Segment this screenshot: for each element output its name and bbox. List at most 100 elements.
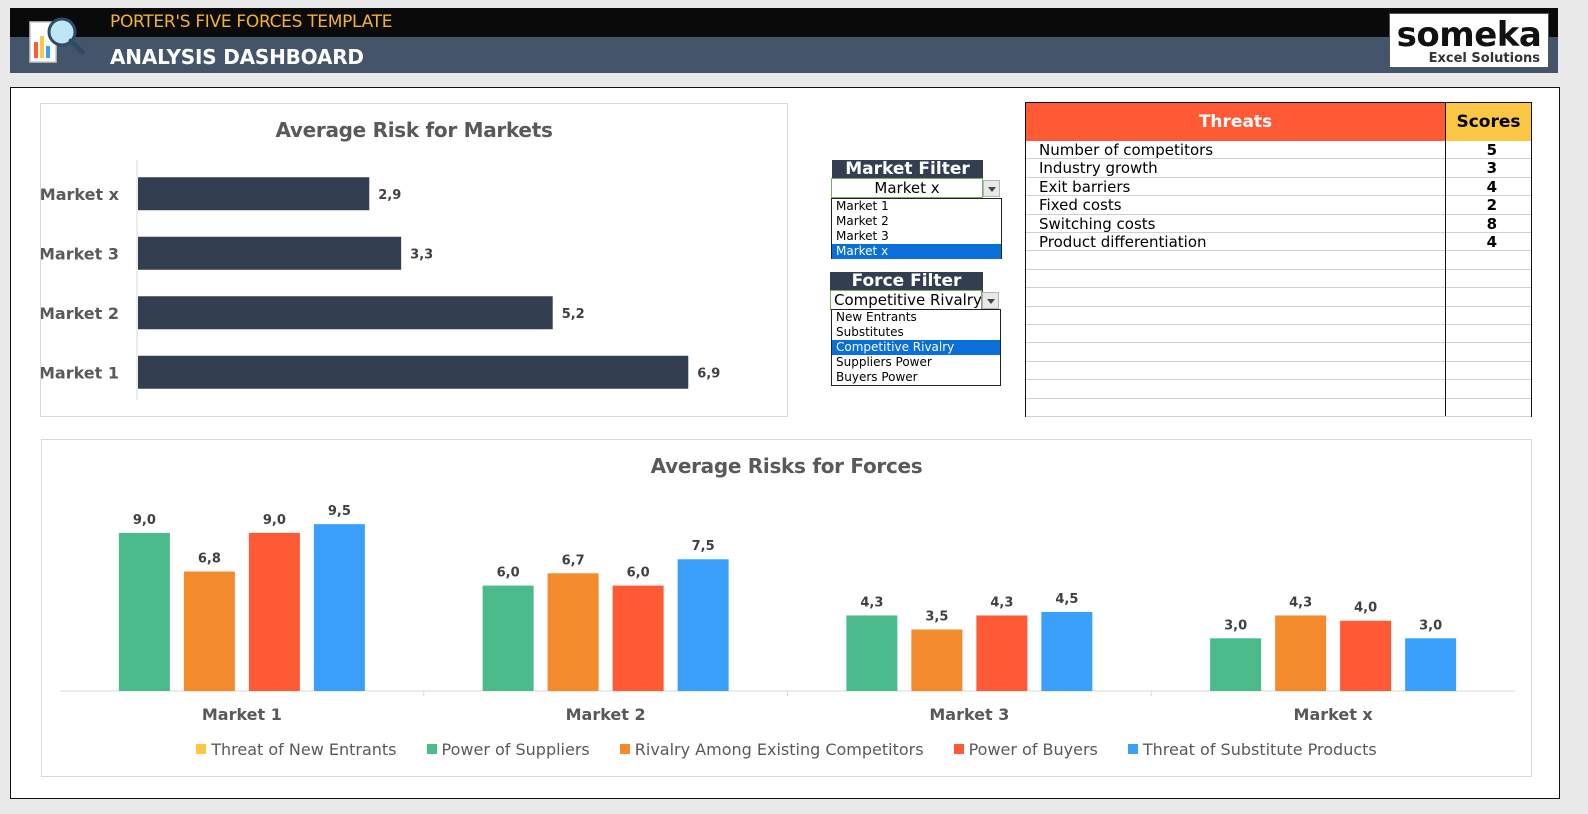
threats-header: Threats <box>1026 103 1445 141</box>
data-label: 4,3 <box>860 595 883 610</box>
data-label: 6,0 <box>627 566 650 581</box>
forces-chart-legend: Threat of New Entrants Power of Suppliers… <box>42 740 1531 759</box>
data-label: 9,0 <box>133 513 156 528</box>
force-bar <box>1405 638 1457 691</box>
data-label: 3,3 <box>410 247 433 262</box>
table-row: Exit barriers 4 <box>1026 177 1531 197</box>
threats-column-divider <box>1445 141 1446 416</box>
force-filter-chevron-down-icon[interactable] <box>982 292 999 309</box>
market-filter-chevron-down-icon[interactable] <box>983 180 1000 197</box>
data-label: 9,5 <box>328 504 351 519</box>
market-risk-chart-title: Average Risk for Markets <box>275 118 553 142</box>
force-filter-list[interactable]: New Entrants Substitutes Competitive Rival… <box>831 309 1001 386</box>
legend-swatch <box>953 744 964 754</box>
force-filter-combobox[interactable]: Competitive Rivalry <box>830 290 999 310</box>
threat-score: 8 <box>1486 214 1497 233</box>
threat-score: 3 <box>1486 159 1497 178</box>
threats-table: Threats Scores Number of competitors 5 Ind… <box>1025 102 1532 417</box>
table-row <box>1026 307 1531 325</box>
forces-risk-chart: Average Risks for Forces 9,0 6,8 9,0 9,5 Mar… <box>41 439 1532 777</box>
legend-swatch <box>196 744 207 754</box>
analytics-magnifier-icon <box>29 17 85 63</box>
force-filter-title: Force Filter <box>830 272 983 292</box>
category-label: Market 2 <box>566 705 646 724</box>
category-label: Market 3 <box>41 244 119 263</box>
force-bar <box>118 532 170 691</box>
force-bar <box>547 573 599 691</box>
data-label: 3,0 <box>1224 618 1247 633</box>
data-label: 7,5 <box>692 539 715 554</box>
market-filter-value: Market x <box>874 179 940 197</box>
data-label: 3,5 <box>925 610 948 625</box>
force-filter-option[interactable]: Competitive Rivalry <box>832 340 1000 355</box>
force-filter-option[interactable]: New Entrants <box>836 310 917 324</box>
force-bar <box>1275 615 1327 691</box>
category-label: Market 2 <box>41 304 119 323</box>
table-row <box>1026 251 1531 270</box>
threat-name: Switching costs <box>1039 214 1156 233</box>
threat-name: Product differentiation <box>1039 233 1207 251</box>
threat-name: Number of competitors <box>1039 141 1214 159</box>
market-filter-combobox[interactable]: Market x <box>831 178 1000 198</box>
force-bar <box>677 559 729 691</box>
market-filter-option[interactable]: Market 2 <box>836 214 889 228</box>
data-label: 6,8 <box>198 552 221 567</box>
threat-score: 4 <box>1486 233 1497 251</box>
data-label: 6,9 <box>697 366 720 381</box>
forces-risk-chart-title: Average Risks for Forces <box>650 454 923 478</box>
header-bottom-bar <box>10 37 1558 73</box>
market-risk-chart-plot: Market x 2,9 Market 3 3,3 Market 2 5,2 Market … <box>41 160 720 400</box>
force-filter-option[interactable]: Buyers Power <box>836 370 918 384</box>
data-label: 6,0 <box>497 566 520 581</box>
force-filter-value: Competitive Rivalry <box>834 291 981 309</box>
legend-label: Threat of Substitute Products <box>1142 740 1377 759</box>
logo-name: someka <box>1396 15 1542 55</box>
force-bar <box>911 629 963 691</box>
category-label: Market x <box>1294 705 1374 724</box>
threat-name: Fixed costs <box>1039 196 1122 215</box>
market-bar <box>138 177 370 211</box>
template-subtitle: PORTER'S FIVE FORCES TEMPLATE <box>110 12 393 32</box>
data-label: 4,3 <box>1289 595 1312 610</box>
table-row <box>1026 325 1531 344</box>
force-filter-option[interactable]: Substitutes <box>836 325 904 339</box>
legend-swatch <box>426 744 437 754</box>
data-label: 9,0 <box>263 513 286 528</box>
legend-label: Threat of New Entrants <box>211 740 397 759</box>
force-bar <box>183 571 235 691</box>
force-bar <box>248 532 300 691</box>
legend-item: Threat of New Entrants <box>196 740 397 759</box>
data-label: 5,2 <box>562 307 585 322</box>
data-label: 6,7 <box>562 553 585 568</box>
table-row: Fixed costs 2 <box>1026 196 1531 215</box>
force-bar <box>482 585 534 691</box>
data-label: 4,3 <box>990 595 1013 610</box>
force-bar <box>313 524 365 691</box>
data-label: 3,0 <box>1419 618 1442 633</box>
category-label: Market 3 <box>929 705 1009 724</box>
scores-header: Scores <box>1445 103 1531 141</box>
force-filter-option[interactable]: Suppliers Power <box>836 355 932 369</box>
table-row: Switching costs 8 <box>1026 215 1531 233</box>
force-bar <box>976 615 1028 691</box>
legend-swatch <box>619 744 630 754</box>
market-filter-option[interactable]: Market 1 <box>836 199 889 213</box>
table-row <box>1026 362 1531 381</box>
market-filter-option[interactable]: Market x <box>832 244 1001 259</box>
threat-score: 5 <box>1486 141 1497 159</box>
force-bar <box>846 615 898 691</box>
threat-name: Exit barriers <box>1039 177 1131 196</box>
legend-item: Threat of Substitute Products <box>1127 740 1377 759</box>
market-filter-option[interactable]: Market 3 <box>836 229 889 243</box>
market-filter-title: Market Filter <box>832 160 983 180</box>
legend-label: Power of Buyers <box>968 740 1098 759</box>
legend-swatch <box>1127 744 1138 754</box>
category-label: Market 1 <box>202 705 282 724</box>
legend-item: Rivalry Among Existing Competitors <box>619 740 924 759</box>
table-row <box>1026 399 1531 417</box>
someka-logo[interactable]: someka Excel Solutions <box>1389 13 1549 68</box>
dashboard-main: Average Risk for Markets Market x 2,9 Mark… <box>10 87 1560 799</box>
threat-score: 4 <box>1486 177 1497 196</box>
market-filter-list[interactable]: Market 1 Market 2 Market 3 Market x <box>831 198 1002 259</box>
